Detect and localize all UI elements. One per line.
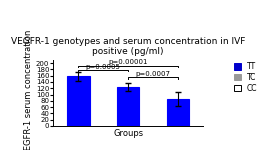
Bar	[167, 99, 189, 126]
Bar	[67, 76, 89, 126]
Text: p=0.0007: p=0.0007	[136, 71, 171, 77]
Title: VEGFR-1 genotypes and serum concentration in IVF
positive (pg/ml): VEGFR-1 genotypes and serum concentratio…	[11, 37, 245, 56]
Legend: TT, TC, CC: TT, TC, CC	[232, 60, 259, 94]
Text: p=0.00001: p=0.00001	[108, 60, 148, 66]
X-axis label: Groups: Groups	[113, 129, 143, 138]
Text: p=0.0005: p=0.0005	[86, 64, 121, 70]
Y-axis label: VEGFR-1 serum concentration: VEGFR-1 serum concentration	[24, 30, 33, 150]
Bar	[117, 87, 139, 126]
